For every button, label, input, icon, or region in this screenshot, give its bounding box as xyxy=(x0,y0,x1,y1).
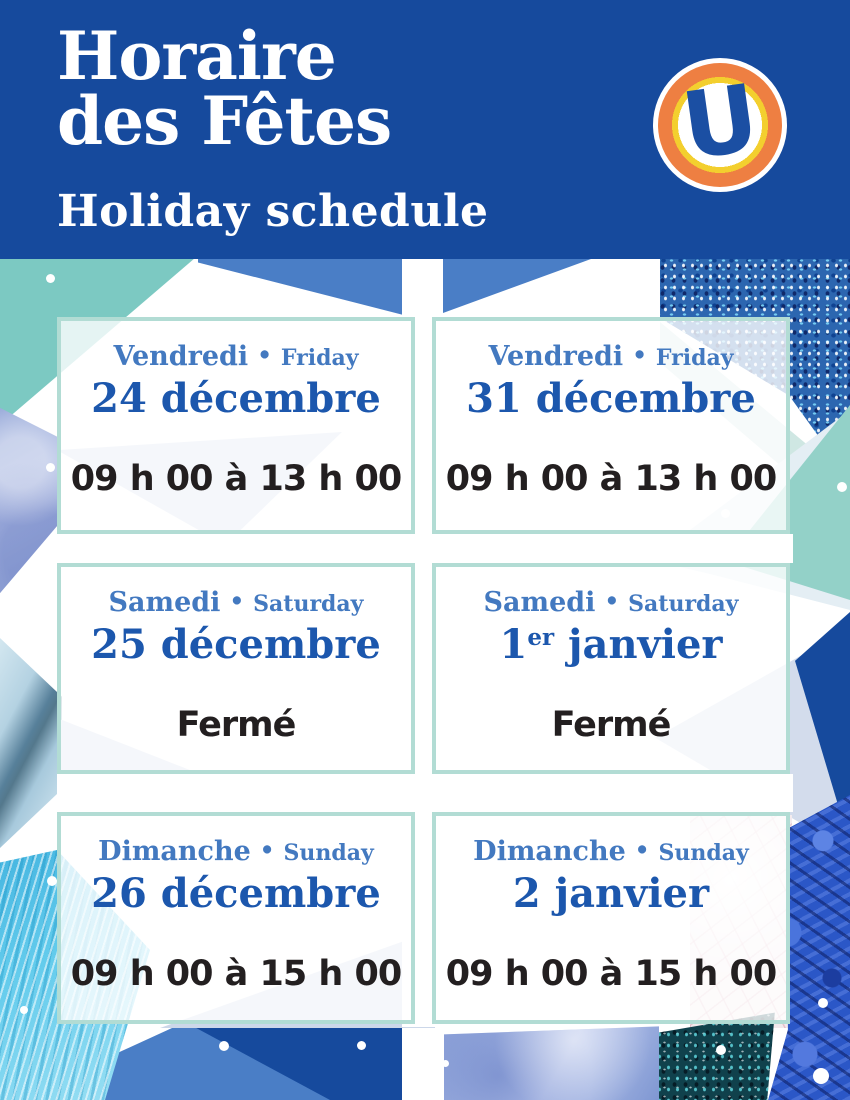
bg-blue-triangle-left xyxy=(198,259,402,315)
schedule-card-dec31: Vendredi • Friday 31 décembre 09 h 00 à 13… xyxy=(432,317,790,534)
bullet-separator: • xyxy=(257,342,272,369)
bullet-separator: • xyxy=(632,342,647,369)
snow-dot xyxy=(837,482,847,492)
day-fr: Vendredi xyxy=(113,341,249,372)
bg-white-row-gap-1 xyxy=(57,534,793,563)
card-hours: 09 h 00 à 13 h 00 xyxy=(445,459,777,499)
schedule-card-dec25: Samedi • Saturday 25 décembre Fermé xyxy=(57,563,415,774)
snow-dot xyxy=(716,1045,726,1055)
header: Horaire des Fêtes Holiday schedule U xyxy=(0,0,850,259)
bg-watercolor-texture-bottom xyxy=(444,1026,659,1100)
snow-dot xyxy=(442,1060,449,1067)
title-line-2: des Fêtes xyxy=(57,81,392,160)
card-day: Samedi • Saturday xyxy=(436,587,786,618)
subtitle: Holiday schedule xyxy=(57,186,489,237)
bullet-separator: • xyxy=(604,588,620,615)
card-day: Dimanche • Sunday xyxy=(61,836,411,867)
card-date: 1er janvier xyxy=(499,621,723,668)
bg-periwinkle-watercolor-left xyxy=(0,407,58,594)
card-date: 24 décembre xyxy=(91,375,381,422)
day-en: Saturday xyxy=(628,591,739,617)
snow-dot xyxy=(46,463,55,472)
page-title: Horaire des Fêtes xyxy=(57,17,392,160)
title-line-1: Horaire xyxy=(57,17,337,95)
day-en: Sunday xyxy=(283,840,374,866)
card-date: 2 janvier xyxy=(512,870,710,917)
snow-dot xyxy=(813,1068,829,1084)
snow-dot xyxy=(219,1041,229,1051)
card-hours: 09 h 00 à 15 h 00 xyxy=(445,954,777,994)
card-day: Vendredi • Friday xyxy=(61,341,411,372)
bg-white-row-gap-2 xyxy=(57,774,793,812)
day-en: Sunday xyxy=(658,840,749,866)
snow-dot xyxy=(47,876,57,886)
day-en: Friday xyxy=(280,345,359,371)
card-hours: Fermé xyxy=(176,705,297,745)
logo-rings: U xyxy=(658,63,782,187)
day-fr: Samedi xyxy=(108,587,221,618)
snow-dot xyxy=(357,1041,366,1050)
day-en: Friday xyxy=(655,345,734,371)
bullet-separator: • xyxy=(634,837,650,864)
bg-blue-triangle-right xyxy=(443,259,591,313)
card-hours: 09 h 00 à 15 h 00 xyxy=(70,954,402,994)
snow-dot xyxy=(20,1006,28,1014)
card-day: Samedi • Saturday xyxy=(61,587,411,618)
schedule-card-dec26: Dimanche • Sunday 26 décembre 09 h 00 à 15… xyxy=(57,812,415,1024)
snow-dot xyxy=(46,274,55,283)
card-hours: 09 h 00 à 13 h 00 xyxy=(70,459,402,499)
day-fr: Samedi xyxy=(483,587,596,618)
day-en: Saturday xyxy=(253,591,364,617)
bg-light-feather-texture-left xyxy=(0,638,62,848)
bullet-separator: • xyxy=(229,588,245,615)
card-day: Dimanche • Sunday xyxy=(436,836,786,867)
logo-letter-u-icon: U xyxy=(675,63,765,181)
card-date: 25 décembre xyxy=(91,621,381,668)
day-fr: Dimanche xyxy=(473,836,626,867)
card-date: 26 décembre xyxy=(91,870,381,917)
day-fr: Vendredi xyxy=(488,341,624,372)
schedule-card-jan1: Samedi • Saturday 1er janvier Fermé xyxy=(432,563,790,774)
schedule-card-jan2: Dimanche • Sunday 2 janvier 09 h 00 à 15 h… xyxy=(432,812,790,1024)
card-hours: Fermé xyxy=(551,705,672,745)
bullet-separator: • xyxy=(259,837,275,864)
schedule-card-dec24: Vendredi • Friday 24 décembre 09 h 00 à 13… xyxy=(57,317,415,534)
snow-dot xyxy=(818,998,828,1008)
card-date: 31 décembre xyxy=(466,375,756,422)
card-day: Vendredi • Friday xyxy=(436,341,786,372)
day-fr: Dimanche xyxy=(98,836,251,867)
uniprix-logo: U xyxy=(653,58,787,192)
